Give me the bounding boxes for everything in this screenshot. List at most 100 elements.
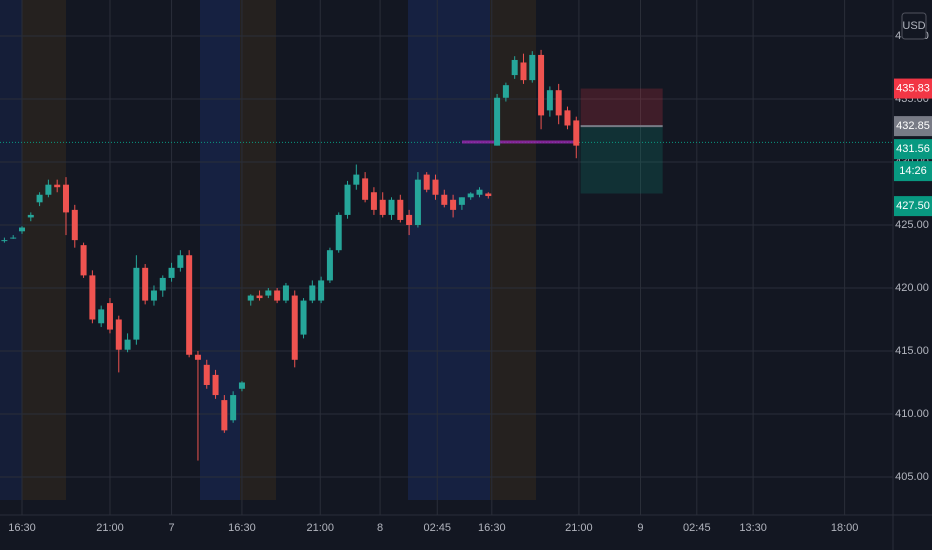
candle-body	[423, 174, 430, 190]
x-tick-label: 16:30	[228, 522, 256, 534]
candle-body	[10, 237, 17, 239]
countdown-label: 14:26	[899, 165, 927, 177]
candle-body	[1, 240, 8, 242]
price-badge-label: 431.56	[896, 143, 930, 155]
price-badge	[894, 116, 932, 137]
candle-body	[335, 214, 342, 251]
x-tick-label: 7	[168, 522, 174, 534]
candle-body	[564, 110, 571, 126]
candle-body	[326, 250, 333, 281]
candle-body	[247, 295, 254, 301]
x-tick-label: 16:30	[8, 522, 36, 534]
candle-body	[309, 285, 316, 301]
candle-body	[538, 54, 545, 116]
candle-body	[45, 184, 52, 195]
candle-body	[397, 199, 404, 220]
candle-body	[520, 62, 527, 81]
candle-body	[432, 179, 439, 195]
candle-body	[406, 214, 413, 225]
candle-body	[511, 59, 518, 76]
x-tick-label: 16:30	[478, 522, 506, 534]
price-badge	[894, 78, 932, 99]
candle-body	[115, 319, 122, 350]
price-badge-label: 427.50	[896, 200, 930, 212]
x-tick-label: 13:30	[739, 522, 767, 534]
candle-body	[212, 374, 219, 396]
session-band	[22, 0, 66, 500]
candle-body	[168, 267, 175, 278]
candle-body	[467, 193, 474, 198]
session-band	[200, 0, 240, 500]
price-badges: 435.83 432.85 431.56 14:26 427.50	[894, 78, 932, 217]
candle-body	[529, 54, 536, 81]
y-tick-label: 420.00	[895, 282, 929, 294]
x-tick-label: 02:45	[683, 522, 711, 534]
candle-body	[573, 120, 580, 146]
price-badge	[894, 139, 932, 160]
x-tick-label: 9	[637, 522, 643, 534]
x-tick-label: 21:00	[96, 522, 124, 534]
candle-body	[502, 85, 509, 98]
currency-button-label[interactable]: USD	[902, 20, 925, 32]
candle-body	[379, 199, 386, 215]
candles	[1, 49, 580, 461]
candle-body	[441, 194, 448, 205]
candle-body	[291, 295, 298, 360]
price-badge	[894, 196, 932, 217]
session-band	[240, 0, 276, 500]
y-tick-label: 405.00	[895, 471, 929, 483]
candle-body	[150, 290, 157, 301]
x-tick-label: 18:00	[831, 522, 859, 534]
candle-body	[54, 184, 61, 188]
candle-body	[203, 364, 210, 385]
candle-body	[450, 199, 457, 210]
target-zone	[580, 126, 663, 194]
candle-body	[124, 339, 131, 350]
candle-body	[89, 275, 96, 320]
candle-body	[62, 184, 69, 213]
candle-body	[458, 197, 465, 205]
candle-body	[476, 189, 483, 195]
candle-body	[388, 199, 395, 215]
session-band	[0, 0, 22, 500]
candle-body	[494, 97, 501, 146]
candle-body	[27, 214, 34, 218]
candle-body	[370, 192, 377, 210]
candle-body	[221, 400, 228, 431]
currency-button-box[interactable]	[901, 12, 927, 40]
x-tick-label: 8	[377, 522, 383, 534]
candle-body	[36, 194, 43, 203]
candle-body	[142, 267, 149, 301]
candle-body	[362, 178, 369, 200]
candle-body	[546, 90, 553, 111]
candle-body	[98, 309, 105, 324]
price-badge-label: 435.83	[896, 82, 930, 94]
candle-body	[106, 303, 113, 330]
y-tick-label: 415.00	[895, 345, 929, 357]
grid	[0, 0, 893, 515]
candle-body	[71, 209, 78, 241]
candle-body	[414, 179, 421, 225]
x-tick-label: 21:00	[565, 522, 593, 534]
session-band	[490, 0, 536, 500]
x-tick-label: 21:00	[306, 522, 334, 534]
candle-body	[177, 255, 184, 268]
candle-body	[353, 174, 360, 185]
candle-body	[485, 193, 492, 197]
stop-zone	[580, 88, 663, 127]
session-band	[408, 0, 490, 500]
candle-body	[274, 290, 281, 301]
currency-button[interactable]: USD	[901, 12, 927, 40]
candle-body	[194, 354, 201, 360]
candle-body	[318, 280, 325, 301]
candle-body	[133, 267, 140, 340]
session-shading	[0, 0, 536, 500]
candle-body	[186, 255, 193, 355]
y-tick-label: 410.00	[895, 408, 929, 420]
candle-body	[80, 245, 87, 276]
candle-body	[159, 277, 166, 291]
countdown-badge	[894, 161, 932, 182]
